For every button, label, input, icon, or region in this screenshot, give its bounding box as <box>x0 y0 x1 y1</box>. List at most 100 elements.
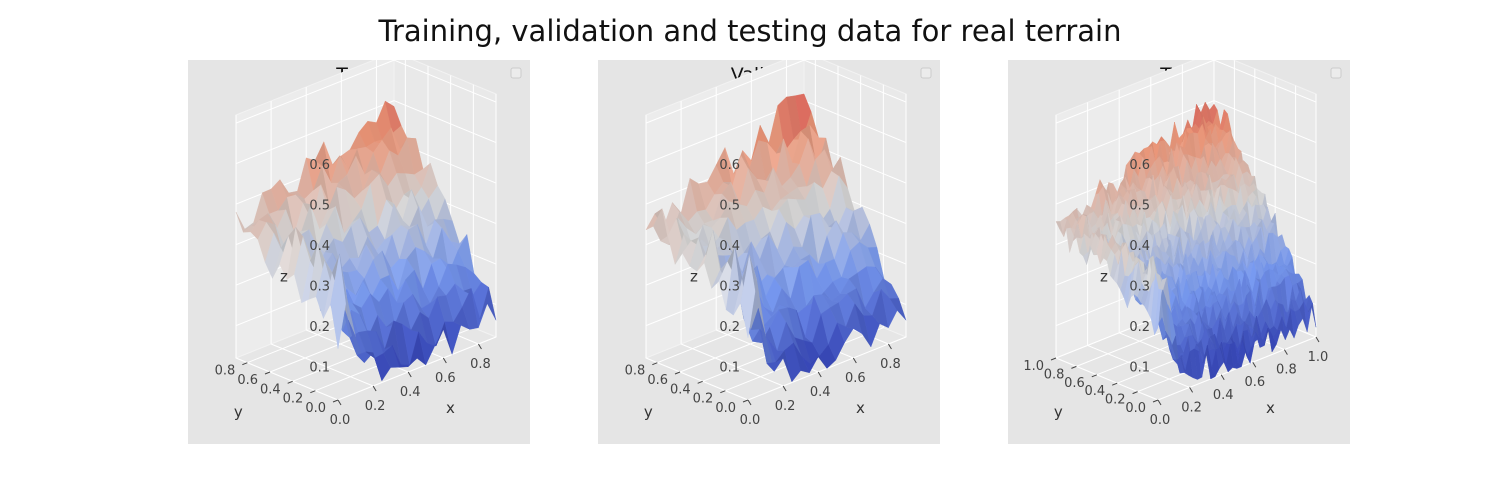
y-tick-mark <box>1152 399 1159 403</box>
z-tick-label: 0.6 <box>309 158 330 173</box>
y-tick-mark <box>720 390 726 394</box>
z-gridline <box>393 60 497 103</box>
z-gridline <box>803 60 907 103</box>
x-tick-mark <box>1252 361 1257 368</box>
y-tick-label: 0.8 <box>625 364 646 379</box>
y-tick-label: 0.0 <box>715 401 736 416</box>
x-tick-mark <box>407 371 412 378</box>
z-axis-label: z <box>1100 268 1108 286</box>
validate-surface-plot: Validate 0.00.20.40.60.80.00.20.40.60.80… <box>625 60 932 428</box>
y-tick-mark <box>1132 391 1138 395</box>
y-tick-mark <box>742 399 749 403</box>
x-tick-mark <box>1283 349 1288 355</box>
y-tick-label: 0.6 <box>237 373 258 388</box>
y-tick-mark <box>287 380 293 384</box>
x-gridline <box>1055 357 1159 401</box>
x-gridline <box>680 343 784 387</box>
x-gridline <box>1087 344 1190 388</box>
x-tick-label: 0.6 <box>1244 375 1265 390</box>
z-gridline <box>393 100 497 144</box>
z-gridline <box>1213 60 1317 103</box>
x-gridline <box>270 343 374 387</box>
z-tick-label: 0.2 <box>309 320 330 335</box>
y-tick-label: 0.2 <box>693 392 714 407</box>
z-tick-label: 0.5 <box>719 199 740 214</box>
x-tick-label: 0.2 <box>775 399 796 414</box>
x-tick-mark <box>1157 399 1162 406</box>
y-tick-label: 0.0 <box>305 401 326 416</box>
x-axis-label: x <box>446 399 455 417</box>
z-tick-label: 0.4 <box>719 239 740 254</box>
y-tick-mark <box>332 399 339 403</box>
y-tick-mark <box>652 362 658 366</box>
y-tick-label: 0.4 <box>670 382 691 397</box>
figure-title: Training, validation and testing data fo… <box>378 14 1122 48</box>
x-tick-label: 0.4 <box>1213 388 1234 403</box>
z-tick-label: 0.2 <box>1129 320 1150 335</box>
z-gridline <box>235 100 395 165</box>
surface-facet <box>479 287 497 321</box>
test-surface-plot: Test 0.00.20.40.60.81.00.00.20.40.60.81.… <box>1023 60 1342 428</box>
y-tick-mark <box>1071 365 1077 369</box>
x-tick-mark <box>817 371 822 378</box>
z-gridline <box>1055 100 1215 165</box>
legend-box <box>920 67 932 79</box>
y-axis-label: y <box>644 403 653 421</box>
y-tick-label: 0.6 <box>1064 376 1085 391</box>
z-axis-label: z <box>690 268 698 286</box>
x-tick-mark <box>888 343 892 350</box>
z-tick-label: 0.1 <box>1129 361 1150 376</box>
x-tick-label: 0.6 <box>845 371 866 386</box>
y-tick-label: 0.8 <box>1044 367 1065 382</box>
y-tick-mark <box>1091 374 1097 378</box>
x-tick-mark <box>1315 336 1320 343</box>
y-tick-label: 0.4 <box>1085 384 1106 399</box>
x-tick-mark <box>442 357 447 364</box>
x-tick-label: 1.0 <box>1308 350 1329 365</box>
z-tick-label: 0.3 <box>719 280 740 295</box>
y-tick-mark <box>242 362 248 366</box>
x-gridline <box>645 357 749 401</box>
z-tick-label: 0.5 <box>1129 199 1150 214</box>
x-tick-mark <box>372 385 377 392</box>
z-gridline <box>645 60 805 124</box>
x-tick-mark <box>478 343 482 350</box>
y-tick-mark <box>697 380 703 384</box>
y-tick-mark <box>1112 382 1118 386</box>
x-tick-label: 0.0 <box>330 413 351 428</box>
x-tick-mark <box>747 399 752 406</box>
x-tick-mark <box>1189 387 1194 393</box>
z-tick-label: 0.4 <box>309 239 330 254</box>
y-tick-mark <box>674 371 681 375</box>
x-gridline <box>235 357 339 401</box>
x-tick-label: 0.6 <box>435 371 456 386</box>
x-axis-label: x <box>856 399 865 417</box>
x-tick-label: 0.8 <box>1276 363 1297 378</box>
z-tick-label: 0.1 <box>309 361 330 376</box>
z-tick-label: 0.6 <box>1129 158 1150 173</box>
z-tick-label: 0.4 <box>1129 239 1150 254</box>
x-tick-label: 0.4 <box>400 385 421 400</box>
x-tick-label: 0.4 <box>810 385 831 400</box>
x-tick-mark <box>852 357 857 364</box>
x-axis-label: x <box>1266 399 1275 417</box>
x-tick-mark <box>1220 374 1225 381</box>
x-tick-label: 0.2 <box>1181 400 1202 415</box>
y-tick-label: 0.4 <box>260 382 281 397</box>
y-tick-label: 0.8 <box>215 364 236 379</box>
z-gridline <box>235 60 395 124</box>
y-tick-label: 0.2 <box>1105 393 1126 408</box>
z-tick-label: 0.5 <box>309 199 330 214</box>
y-tick-label: 0.2 <box>283 392 304 407</box>
train-subplot: Train 0.00.20.40.60.80.00.20.40.60.80.10… <box>188 60 530 444</box>
train-surface-plot: Train 0.00.20.40.60.80.00.20.40.60.80.10… <box>215 60 522 428</box>
z-axis-label: z <box>280 268 288 286</box>
surface-facet <box>1308 302 1317 328</box>
y-gridline <box>337 336 497 401</box>
y-tick-mark <box>264 371 271 375</box>
legend-box <box>1330 67 1342 79</box>
z-tick-label: 0.6 <box>719 158 740 173</box>
x-gridline <box>1119 332 1222 376</box>
x-tick-mark <box>337 399 342 406</box>
y-tick-mark <box>310 390 316 394</box>
